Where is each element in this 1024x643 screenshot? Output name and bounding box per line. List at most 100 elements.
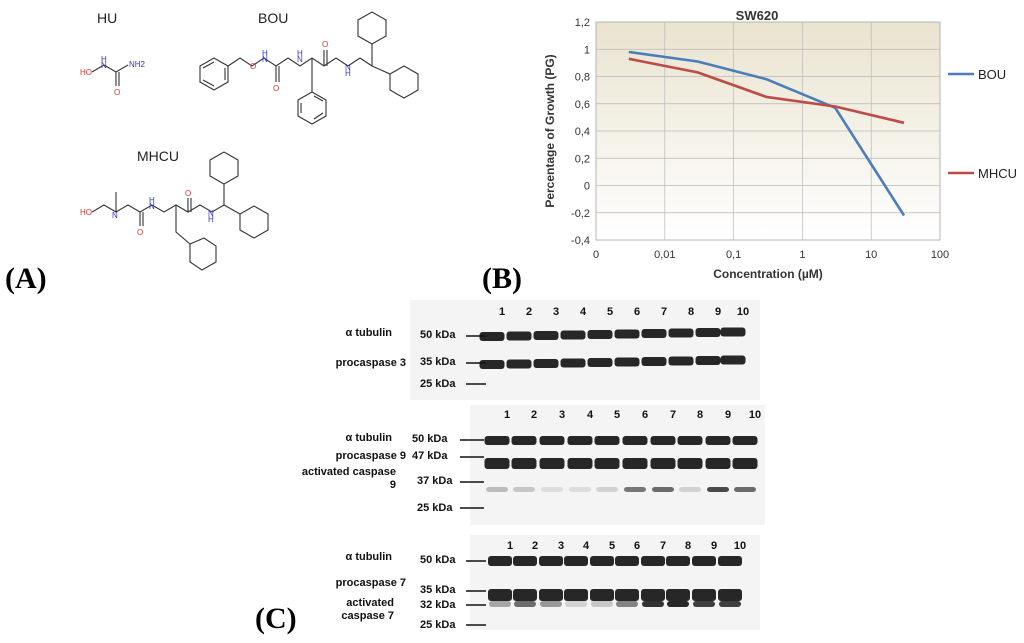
atom-label-ho: HO bbox=[80, 68, 92, 77]
chemical-structures: HO H N NH2 O O H N O H N O N H HO N O H … bbox=[80, 11, 419, 271]
blot-band bbox=[488, 556, 512, 566]
lane-number: 6 bbox=[641, 409, 649, 421]
panel-label-a: (A) bbox=[5, 262, 47, 295]
blot-band bbox=[590, 556, 614, 566]
blot-band bbox=[560, 330, 586, 340]
blot-3-label-procaspase7: procaspase 7 bbox=[335, 577, 406, 589]
lane-number: 8 bbox=[684, 540, 692, 552]
y-tick-label: 1,2 bbox=[575, 17, 590, 29]
blot-band bbox=[641, 357, 667, 366]
lane-number: 8 bbox=[687, 306, 695, 318]
blot-band bbox=[484, 458, 510, 469]
svg-text:N: N bbox=[297, 55, 303, 64]
y-axis-label: Percentage of Growth (PG) bbox=[543, 54, 557, 207]
svg-text:O: O bbox=[322, 40, 328, 49]
x-tick-label: 10 bbox=[865, 249, 877, 261]
legend-label-mhcu: MHCU bbox=[978, 166, 1017, 181]
lane-number: 5 bbox=[613, 409, 621, 421]
blot-2-lane-numbers: 1 2 3 4 5 6 7 8 9 10 bbox=[490, 409, 762, 425]
blot-1-label-procaspase3: procaspase 3 bbox=[335, 357, 406, 369]
y-tick-label: -0,4 bbox=[571, 235, 590, 247]
blot-band bbox=[539, 556, 563, 566]
blot-2-label-tubulin: α tubulin bbox=[345, 432, 392, 444]
blot-3-label-tubulin: α tubulin bbox=[345, 551, 392, 563]
blot-band bbox=[695, 328, 721, 337]
y-tick-label: 0,8 bbox=[575, 72, 590, 84]
x-axis-label: Concentration (µM) bbox=[713, 267, 823, 281]
blot-band bbox=[565, 601, 587, 607]
blot-band bbox=[677, 458, 703, 469]
blot-band bbox=[666, 556, 690, 566]
blot-band bbox=[718, 589, 742, 601]
blot-band bbox=[489, 601, 511, 607]
svg-text:N: N bbox=[345, 63, 351, 72]
blot-band bbox=[666, 589, 690, 601]
blot-band bbox=[614, 357, 640, 367]
blot-band bbox=[732, 436, 758, 445]
blot-band bbox=[732, 458, 758, 469]
lane-number: 6 bbox=[633, 306, 641, 318]
blot-3-marker-50: 50 kDa bbox=[420, 554, 456, 566]
blot-band bbox=[533, 331, 559, 340]
lane-number: 10 bbox=[748, 409, 762, 421]
blot-2-marker-25: 25 kDa bbox=[417, 502, 453, 514]
svg-text:O: O bbox=[137, 228, 143, 237]
blot-band bbox=[539, 436, 565, 445]
blot-band bbox=[594, 458, 620, 469]
blot-band bbox=[650, 436, 676, 445]
blot-3-membrane bbox=[470, 535, 760, 630]
blot-band bbox=[695, 356, 721, 365]
lane-number: 10 bbox=[736, 306, 750, 318]
lane-number: 3 bbox=[558, 409, 566, 421]
blot-band bbox=[511, 458, 537, 469]
y-tick-label: 0,2 bbox=[575, 153, 590, 165]
series-line-mhcu bbox=[628, 57, 905, 125]
blot-band bbox=[560, 358, 586, 368]
lane-number: 2 bbox=[531, 540, 539, 552]
svg-text:O: O bbox=[250, 62, 256, 71]
blot-band bbox=[590, 589, 614, 601]
bou-label: BOU bbox=[258, 10, 289, 26]
svg-text:H: H bbox=[262, 49, 268, 58]
y-gridlines bbox=[596, 21, 940, 241]
atom-label-h: H bbox=[101, 55, 107, 64]
blot-band bbox=[650, 458, 676, 469]
blot-2-marker-50: 50 kDa bbox=[412, 433, 448, 445]
lane-number: 1 bbox=[498, 306, 506, 318]
atom-label-o: O bbox=[114, 88, 120, 97]
blot-band bbox=[641, 589, 665, 601]
blot-band bbox=[718, 556, 742, 566]
lane-number: 2 bbox=[525, 306, 533, 318]
blot-band bbox=[567, 458, 593, 469]
blot-3-marker-35: 35 kDa bbox=[420, 584, 456, 596]
lane-number: 6 bbox=[633, 540, 641, 552]
blot-band bbox=[594, 436, 620, 445]
svg-text:H: H bbox=[345, 69, 351, 78]
blot-band bbox=[652, 487, 674, 492]
blot-2-marker-47: 47 kDa bbox=[412, 450, 448, 462]
blot-band bbox=[641, 329, 667, 338]
blot-1-lane-numbers: 1 2 3 4 5 6 7 8 9 10 bbox=[488, 306, 758, 322]
blot-band bbox=[692, 589, 716, 601]
svg-text:N: N bbox=[149, 202, 155, 211]
x-tick-label: 0 bbox=[593, 249, 599, 261]
atom-label-n: N bbox=[101, 61, 107, 70]
blot-band bbox=[616, 601, 638, 607]
svg-text:H: H bbox=[208, 215, 214, 224]
y-tick-label: 0,6 bbox=[575, 99, 590, 111]
blot-3-marker-32: 32 kDa bbox=[420, 599, 456, 611]
hu-bonds bbox=[91, 64, 129, 86]
blot-band bbox=[622, 436, 648, 445]
lane-number: 9 bbox=[714, 306, 722, 318]
blot-1-label-tubulin: α tubulin bbox=[345, 327, 392, 339]
lane-number: 4 bbox=[586, 409, 594, 421]
lane-number: 5 bbox=[606, 306, 614, 318]
lane-number: 1 bbox=[506, 540, 514, 552]
blot-band bbox=[539, 589, 563, 601]
blot-band bbox=[514, 601, 536, 607]
svg-text:N: N bbox=[208, 209, 214, 218]
blot-3-lane-numbers: 1 2 3 4 5 6 7 8 9 10 bbox=[494, 540, 754, 556]
blot-3-marker-25: 25 kDa bbox=[420, 619, 456, 631]
mhcu-phenyl-right bbox=[239, 205, 269, 239]
y-tick-label: 1 bbox=[584, 44, 590, 56]
